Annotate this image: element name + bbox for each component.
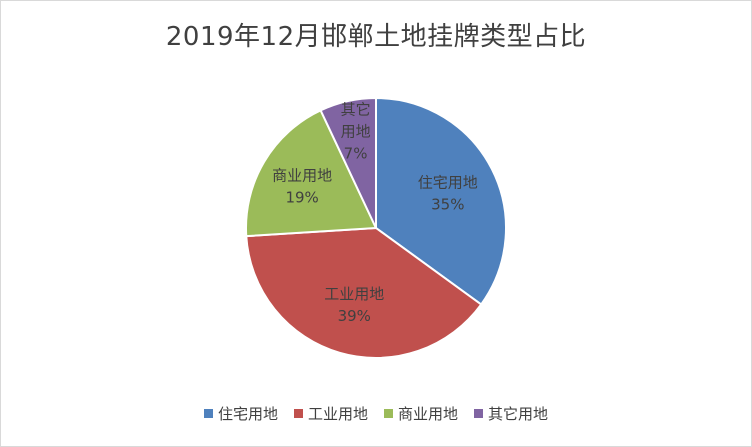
legend-label-commercial: 商业用地 [398, 405, 459, 423]
pie-slice-other [319, 96, 377, 229]
slice-label-other-line2: 用地 [341, 123, 371, 141]
legend-label-other: 其它用地 [488, 405, 549, 423]
legend-label-industrial: 工业用地 [307, 405, 368, 423]
legend: 住宅用地 工业用地 商业用地 其它用地 [0, 403, 752, 424]
slice-label-residential: 住宅用地 [418, 173, 478, 191]
legend-item-residential: 住宅用地 [203, 403, 278, 424]
pie-slice-industrial [245, 226, 483, 359]
pie-slice-commercial [245, 109, 378, 238]
slice-percent-industrial: 39% [338, 307, 371, 325]
legend-swatch-residential [203, 409, 213, 418]
legend-item-industrial: 工业用地 [293, 403, 368, 424]
legend-swatch-industrial [293, 409, 303, 418]
slice-label-other-line3: 7% [344, 145, 368, 163]
legend-swatch-commercial [384, 409, 393, 418]
slice-percent-commercial: 19% [285, 188, 318, 206]
legend-label-residential: 住宅用地 [217, 405, 278, 423]
slice-label-other-line1: 其它 [341, 101, 371, 119]
chart-title: 2019年12月邯郸土地挂牌类型占比 [165, 22, 587, 52]
slice-label-industrial: 工业用地 [324, 285, 384, 303]
pie-slice-residential [375, 96, 507, 306]
slice-label-commercial: 商业用地 [272, 166, 332, 184]
legend-item-commercial: 商业用地 [384, 403, 458, 424]
slice-percent-residential: 35% [431, 195, 464, 213]
legend-swatch-other [474, 409, 484, 418]
legend-item-other: 其它用地 [474, 403, 548, 424]
